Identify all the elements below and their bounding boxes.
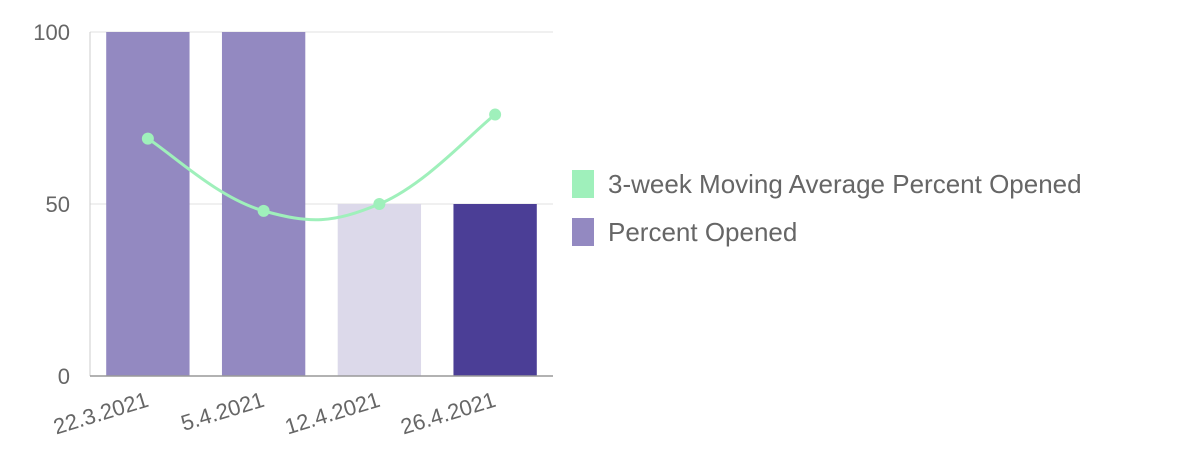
y-tick-labels: 0 50 100 bbox=[33, 20, 70, 389]
moving-average-point bbox=[141, 132, 154, 145]
bar bbox=[106, 32, 190, 376]
bar bbox=[337, 204, 422, 376]
legend: 3-week Moving Average Percent Opened Per… bbox=[572, 160, 1082, 256]
legend-label: Percent Opened bbox=[608, 216, 798, 247]
y-tick-label: 50 bbox=[46, 192, 70, 217]
legend-label: 3-week Moving Average Percent Opened bbox=[608, 168, 1082, 199]
x-tick-label: 26.4.2021 bbox=[398, 387, 499, 440]
chart: 0 50 100 22.3.2021 5.4.2021 12.4.2021 26.4.20… bbox=[33, 20, 553, 440]
x-tick-labels: 22.3.2021 5.4.2021 12.4.2021 26.4.2021 bbox=[50, 387, 498, 440]
x-tick-label: 12.4.2021 bbox=[282, 387, 383, 440]
moving-average-line bbox=[141, 108, 502, 222]
legend-swatch-percent-opened bbox=[572, 218, 594, 246]
legend-swatch-moving-average bbox=[572, 170, 594, 198]
moving-average-point bbox=[373, 198, 386, 210]
x-tick-label: 22.3.2021 bbox=[50, 387, 151, 440]
y-tick-label: 0 bbox=[58, 364, 70, 389]
legend-item-moving-average[interactable]: 3-week Moving Average Percent Opened bbox=[572, 160, 1082, 208]
moving-average-point bbox=[257, 204, 270, 217]
bars bbox=[106, 32, 537, 376]
x-tick-label: 5.4.2021 bbox=[178, 387, 267, 436]
moving-average-point bbox=[489, 108, 502, 121]
axes bbox=[89, 32, 553, 377]
y-tick-label: 100 bbox=[33, 20, 70, 45]
bar bbox=[221, 32, 306, 376]
bar bbox=[453, 204, 537, 376]
moving-average-path bbox=[147, 113, 497, 222]
legend-item-percent-opened[interactable]: Percent Opened bbox=[572, 208, 1082, 256]
